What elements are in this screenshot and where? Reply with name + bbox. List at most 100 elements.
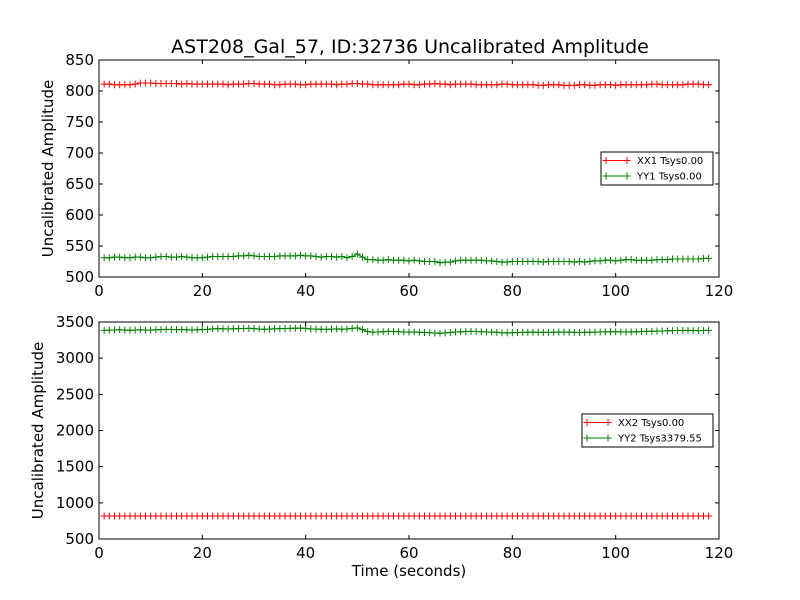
data-point xyxy=(353,324,361,332)
data-point xyxy=(266,80,273,88)
y-tick-label: 3000 xyxy=(56,349,94,367)
data-point xyxy=(162,253,170,261)
data-point xyxy=(224,81,232,89)
data-point xyxy=(291,80,299,88)
data-point xyxy=(291,252,299,260)
data-point xyxy=(493,81,501,89)
data-point xyxy=(147,79,155,87)
data-point xyxy=(467,80,475,88)
data-point xyxy=(302,324,310,332)
data-point xyxy=(105,254,113,262)
bottom-legend: XX2 Tsys0.00 YY2 Tsys3379.55 xyxy=(581,413,714,448)
bottom-series-2 xyxy=(100,324,713,337)
data-point xyxy=(297,251,304,259)
data-point xyxy=(405,80,413,88)
data-point xyxy=(576,258,583,265)
legend-entry-label: XX2 Tsys0.00 xyxy=(618,418,684,429)
data-point xyxy=(369,256,377,264)
data-point xyxy=(565,258,573,265)
data-point xyxy=(570,258,578,266)
data-point xyxy=(612,81,620,89)
data-point xyxy=(539,258,547,266)
data-point xyxy=(178,80,186,88)
data-point xyxy=(152,253,160,261)
data-point xyxy=(302,81,310,89)
y-tick-label: 700 xyxy=(65,144,94,162)
data-point xyxy=(204,325,211,333)
data-point xyxy=(643,81,651,89)
data-point xyxy=(446,328,454,336)
data-point xyxy=(379,256,387,264)
legend-entry-label: YY2 Tsys3379.55 xyxy=(617,434,702,445)
x-tick-label: 80 xyxy=(503,544,522,562)
data-point xyxy=(493,258,501,265)
data-point xyxy=(612,257,620,265)
data-point xyxy=(240,80,248,88)
data-point xyxy=(581,81,589,89)
chart-title: AST208_Gal_57, ID:32736 Uncalibrated Amp… xyxy=(171,36,649,58)
data-point xyxy=(348,253,356,261)
top-y-axis-label: Uncalibrated Amplitude xyxy=(39,80,57,257)
legend-handle xyxy=(583,434,612,442)
data-point xyxy=(105,80,113,88)
legend-handle xyxy=(602,172,631,180)
data-point xyxy=(173,80,180,88)
data-point xyxy=(441,80,449,88)
bottom-y-axis-label: Uncalibrated Amplitude xyxy=(29,342,47,519)
y-tick-label: 1500 xyxy=(56,458,94,476)
data-point xyxy=(312,253,320,261)
y-tick-label: 3500 xyxy=(56,313,94,331)
x-tick-label: 40 xyxy=(296,282,315,300)
data-point xyxy=(694,255,702,263)
data-point xyxy=(555,81,563,89)
data-point xyxy=(183,80,191,88)
legend-entry-label: XX1 Tsys0.00 xyxy=(637,156,703,167)
bottom-x-axis-label: Time (seconds) xyxy=(351,562,467,580)
data-point xyxy=(317,253,325,261)
x-tick-label: 120 xyxy=(705,544,734,562)
data-point xyxy=(147,254,155,262)
data-point xyxy=(229,253,237,261)
data-point xyxy=(333,81,341,89)
data-point xyxy=(648,256,656,264)
data-point xyxy=(353,80,361,88)
data-point xyxy=(250,252,258,260)
data-point xyxy=(431,258,439,265)
data-point xyxy=(534,258,542,265)
data-point xyxy=(353,250,361,258)
data-point xyxy=(679,81,687,89)
data-point xyxy=(395,81,403,89)
x-tick-label: 100 xyxy=(601,282,630,300)
data-point xyxy=(591,81,599,89)
data-point xyxy=(705,81,713,89)
data-point xyxy=(343,325,351,333)
data-point xyxy=(328,253,335,261)
data-point xyxy=(607,256,614,264)
data-point xyxy=(198,254,206,262)
data-point xyxy=(627,256,635,264)
x-tick-label: 100 xyxy=(601,544,630,562)
data-point xyxy=(338,253,346,261)
data-point xyxy=(586,258,594,265)
x-tick-label: 20 xyxy=(193,544,212,562)
data-point xyxy=(276,81,284,89)
data-point xyxy=(705,326,713,334)
data-point xyxy=(384,256,392,264)
data-point xyxy=(705,254,713,262)
data-point xyxy=(173,253,180,261)
y-tick-label: 750 xyxy=(65,113,94,131)
y-tick-label: 2000 xyxy=(56,422,94,440)
data-point xyxy=(452,257,459,265)
data-point xyxy=(240,252,248,260)
data-point xyxy=(581,258,589,266)
data-point xyxy=(663,256,671,264)
top-plot: 0 20 40 60 80 100 120 500 550 600 650 700 750 800 850 U… xyxy=(39,51,733,300)
y-tick-label: 850 xyxy=(65,51,94,69)
data-point xyxy=(617,256,625,264)
legend-handle xyxy=(583,419,612,426)
data-point xyxy=(446,258,454,266)
data-point xyxy=(529,81,537,89)
x-tick-label: 20 xyxy=(193,282,212,300)
x-tick-label: 40 xyxy=(296,544,315,562)
